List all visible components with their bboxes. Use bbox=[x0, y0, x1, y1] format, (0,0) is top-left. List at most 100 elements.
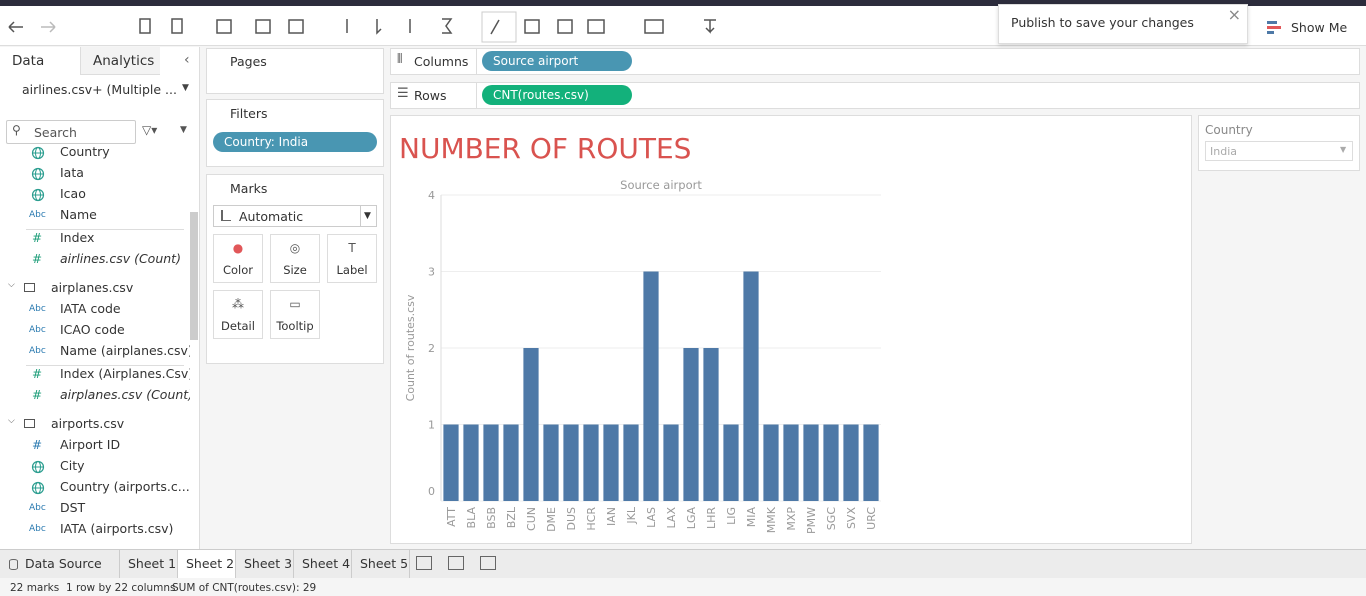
table-name[interactable]: airplanes.csv bbox=[51, 280, 134, 295]
x-tick-label: SGC bbox=[825, 507, 838, 531]
marks-button[interactable]: ◎ Size bbox=[270, 234, 320, 283]
geo-icon bbox=[31, 188, 45, 202]
status-bar: 22 marks 1 row by 22 columns SUM of CNT(ro… bbox=[0, 578, 1366, 596]
marks-card: Marks Automatic ▼ ● Color ◎ Size T Label ⁂ Detail ▭… bbox=[206, 174, 384, 364]
highlight[interactable] bbox=[490, 19, 500, 35]
bar bbox=[783, 424, 799, 501]
field[interactable]: Name bbox=[60, 207, 97, 222]
x-tick-label: BSB bbox=[485, 507, 498, 529]
y-tick-label: 4 bbox=[428, 189, 435, 202]
field[interactable]: IATA (airports.csv) bbox=[60, 521, 174, 536]
labels[interactable] bbox=[524, 19, 540, 34]
search-placeholder: Search bbox=[34, 125, 77, 140]
sheet-tab[interactable]: Sheet 1 bbox=[120, 550, 178, 578]
field[interactable]: DST bbox=[60, 500, 86, 515]
marks-button[interactable]: ▭ Tooltip bbox=[270, 290, 320, 339]
field-type-icon: # bbox=[32, 438, 43, 452]
x-tick-label: MIA bbox=[745, 507, 758, 528]
marks-button[interactable]: ● Color bbox=[213, 234, 263, 283]
x-tick-label: CUN bbox=[525, 507, 538, 531]
x-tick-label: SVX bbox=[845, 507, 858, 530]
quick-filter-dropdown[interactable]: India ▼ bbox=[1205, 141, 1353, 161]
sheet-tab[interactable]: Sheet 5 bbox=[352, 550, 410, 578]
clear[interactable] bbox=[288, 19, 304, 34]
table-icon bbox=[24, 419, 35, 428]
scrollbar[interactable] bbox=[190, 212, 198, 340]
datasource-name[interactable]: airlines.csv+ (Multiple ... bbox=[22, 82, 177, 97]
marks-button[interactable]: ⁂ Detail bbox=[213, 290, 263, 339]
y-tick-label: 2 bbox=[428, 342, 435, 355]
group-toggle[interactable]: ⌵ bbox=[8, 280, 15, 290]
search-box[interactable]: ⚲ Search bbox=[6, 120, 136, 144]
close-button[interactable]: × bbox=[1227, 5, 1241, 24]
field[interactable]: Name (airplanes.csv) bbox=[60, 343, 190, 358]
swap-sort[interactable] bbox=[346, 19, 411, 35]
table-name[interactable]: airports.csv bbox=[51, 416, 125, 431]
field[interactable]: Iata bbox=[60, 165, 84, 180]
duplicate[interactable] bbox=[255, 19, 271, 34]
field[interactable]: ICAO code bbox=[60, 322, 125, 337]
filter-pill[interactable]: Country: India bbox=[213, 132, 377, 152]
chart: NUMBER OF ROUTES Source airport Count of r… bbox=[399, 132, 881, 534]
field-type-icon: Abc bbox=[29, 503, 46, 513]
field[interactable]: airlines.csv (Count) bbox=[60, 251, 181, 266]
y-axis-title: Count of routes.csv bbox=[404, 294, 417, 401]
x-tick-label: URC bbox=[865, 507, 878, 530]
y-tick-label: 1 bbox=[428, 419, 435, 432]
field[interactable]: Icao bbox=[60, 186, 86, 201]
pane-tab[interactable]: Data bbox=[0, 47, 80, 75]
x-tick-label: ATT bbox=[445, 507, 458, 527]
presentation[interactable] bbox=[644, 19, 664, 34]
show-me[interactable]: Show Me bbox=[1266, 18, 1361, 38]
shelf-pill[interactable]: CNT(routes.csv) bbox=[482, 85, 632, 105]
bar bbox=[583, 424, 599, 501]
data-pane: Data Analytics ‹ airlines.csv+ (Multiple ..… bbox=[0, 47, 200, 549]
x-tick-label: IAN bbox=[605, 507, 618, 526]
new-datasource[interactable] bbox=[139, 18, 151, 34]
new-story[interactable] bbox=[480, 556, 496, 570]
field-type-icon: Abc bbox=[29, 210, 46, 220]
field[interactable]: Country (airports.c... bbox=[60, 479, 190, 494]
geo-icon bbox=[31, 460, 45, 474]
pane-menu[interactable]: ▼ bbox=[180, 125, 187, 135]
field[interactable]: Country bbox=[60, 145, 110, 159]
field[interactable]: Index (Airplanes.Csv) bbox=[60, 366, 190, 381]
geo-icon bbox=[31, 146, 45, 160]
x-axis-title: Source airport bbox=[620, 178, 702, 192]
bar bbox=[483, 424, 499, 501]
sheet-tab[interactable]: Sheet 3 bbox=[236, 550, 294, 578]
fit[interactable] bbox=[587, 19, 605, 34]
bar bbox=[503, 424, 519, 501]
annotate[interactable] bbox=[557, 19, 573, 34]
field[interactable]: City bbox=[60, 458, 85, 473]
new-dashboard[interactable] bbox=[448, 556, 464, 570]
group-toggle[interactable]: ⌵ bbox=[8, 416, 15, 426]
download[interactable] bbox=[704, 19, 716, 34]
marks-button[interactable]: T Label bbox=[327, 234, 377, 283]
field[interactable]: airplanes.csv (Count) bbox=[60, 387, 190, 402]
shelf-pill[interactable]: Source airport bbox=[482, 51, 632, 71]
sheet-tab[interactable]: Data Source bbox=[0, 550, 120, 578]
collapse-pane[interactable]: ‹ bbox=[184, 52, 190, 68]
bar bbox=[463, 424, 479, 501]
filter-fields[interactable]: ▽▾ bbox=[142, 123, 158, 137]
marks-button-icon: ◎ bbox=[289, 241, 301, 255]
totals[interactable] bbox=[442, 18, 453, 34]
publish-notice: Publish to save your changes × bbox=[998, 4, 1248, 44]
marks-button-icon: ⁂ bbox=[232, 297, 244, 311]
field[interactable]: IATA code bbox=[60, 301, 121, 316]
redo[interactable] bbox=[41, 21, 56, 33]
pause[interactable] bbox=[171, 18, 183, 34]
sheet-tab[interactable]: Sheet 4 bbox=[294, 550, 352, 578]
new-sheet[interactable] bbox=[216, 19, 232, 34]
sheet-tab[interactable]: Sheet 2 bbox=[178, 550, 236, 578]
geo-icon bbox=[31, 167, 45, 181]
mark-type-dropdown[interactable]: Automatic ▼ bbox=[213, 205, 377, 227]
undo[interactable] bbox=[8, 21, 23, 33]
datasource-dropdown[interactable]: ▼ bbox=[182, 83, 189, 93]
field[interactable]: Airport ID bbox=[60, 437, 121, 452]
field[interactable]: Index bbox=[60, 230, 95, 245]
pane-tab[interactable]: Analytics bbox=[80, 47, 160, 75]
new-worksheet[interactable] bbox=[416, 556, 432, 570]
